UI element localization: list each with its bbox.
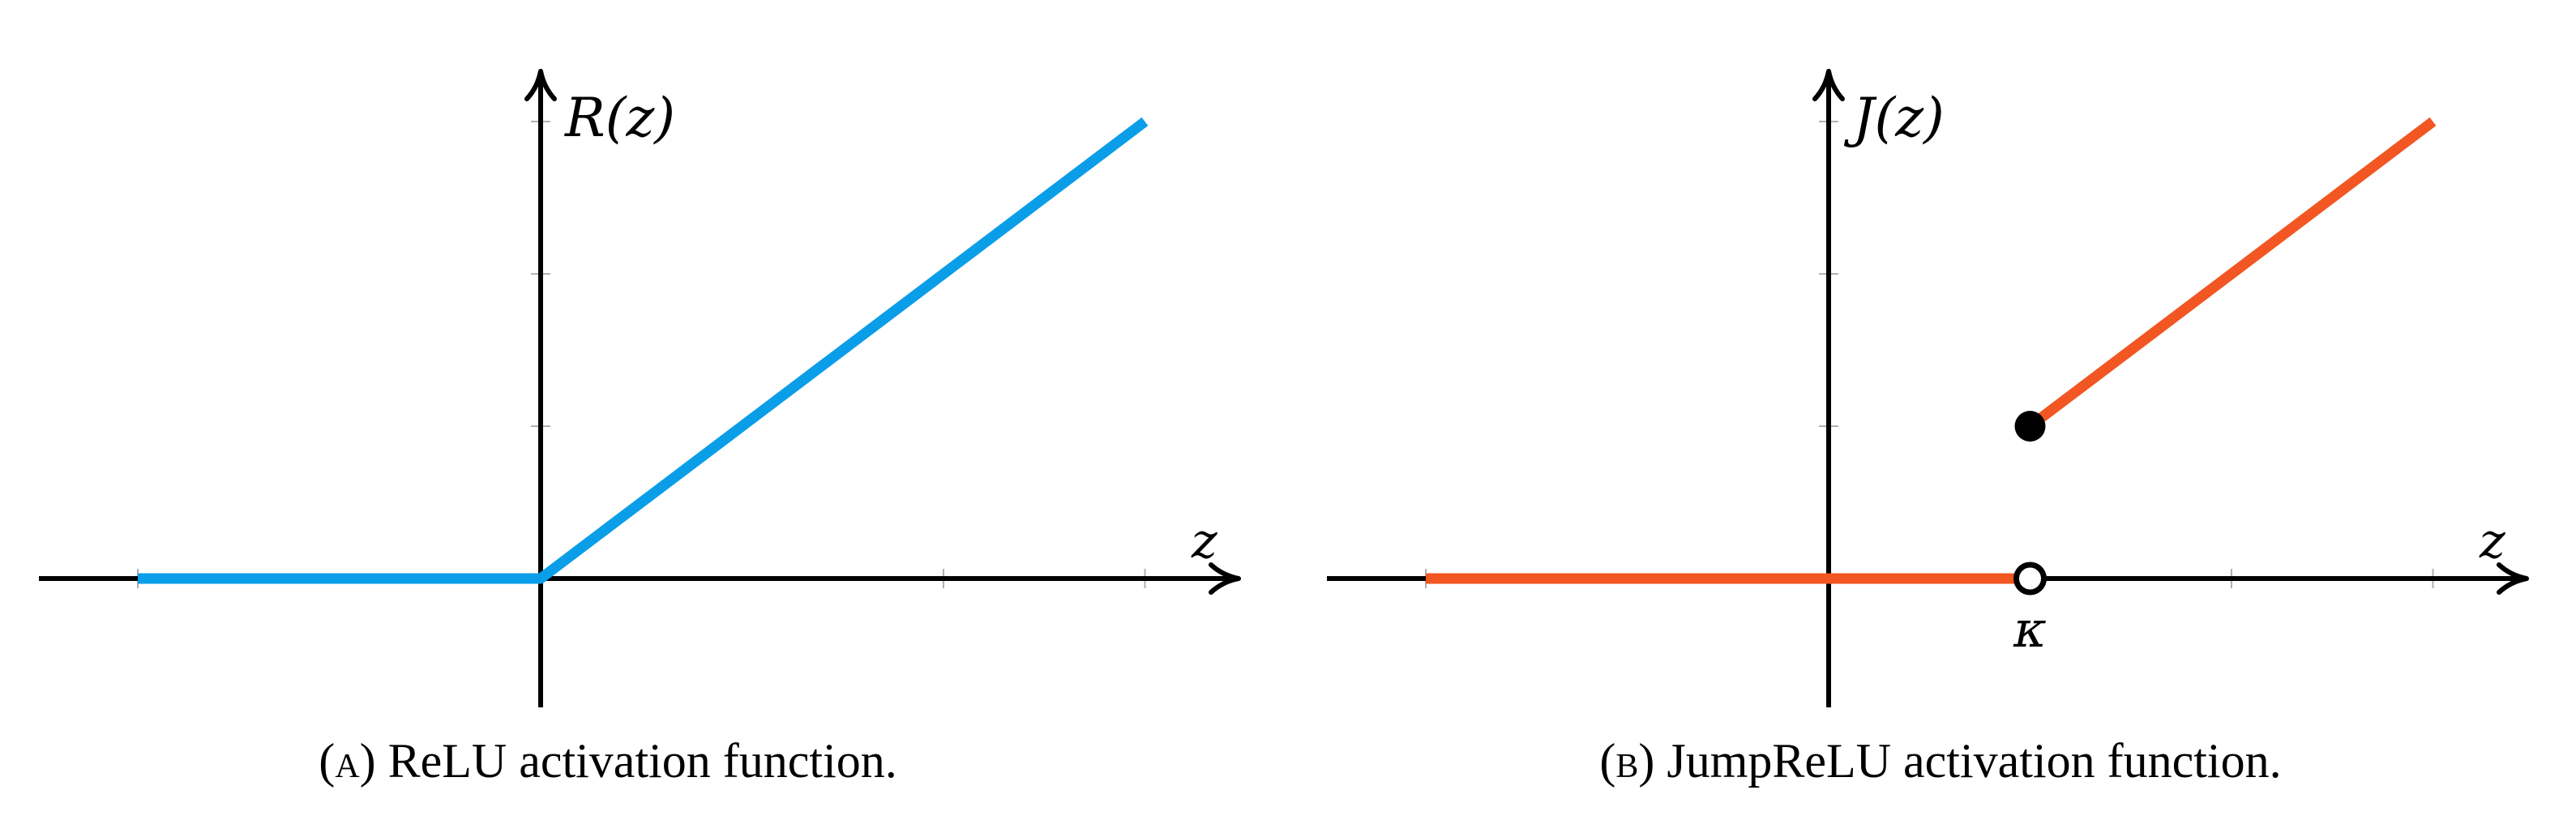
jumprelu-series-line (2026, 117, 2437, 431)
jumprelu-x-axis-arrow (2497, 562, 2529, 595)
jumprelu-open-point (2013, 562, 2047, 596)
plot-relu: R(z) z (39, 69, 1241, 707)
jumprelu-kappa-label: κ (2013, 600, 2047, 659)
caption-a-text: ReLU activation function. (387, 734, 897, 788)
plot-jumprelu: J(z) z κ (1327, 69, 2529, 707)
relu-x-axis-label: z (1191, 513, 1217, 570)
relu-y-axis-label: R(z) (564, 87, 675, 149)
caption-b-text: JumpReLU activation function. (1667, 734, 2282, 788)
caption-a-tag: a (335, 734, 360, 788)
jumprelu-filled-point (2014, 411, 2046, 442)
jumprelu-y-axis-arrow (1812, 69, 1845, 101)
relu-series-line (138, 117, 1149, 584)
jumprelu-y-axis-label: J(z) (1843, 87, 1945, 149)
caption-a: (a) ReLU activation function. (319, 734, 897, 788)
jumprelu-x-axis-label: z (2479, 513, 2505, 570)
caption-b: (b) JumpReLU activation function. (1599, 734, 2282, 788)
relu-y-axis-arrow (524, 69, 557, 101)
relu-x-axis-arrow (1209, 562, 1241, 595)
caption-b-tag: b (1615, 734, 1639, 788)
